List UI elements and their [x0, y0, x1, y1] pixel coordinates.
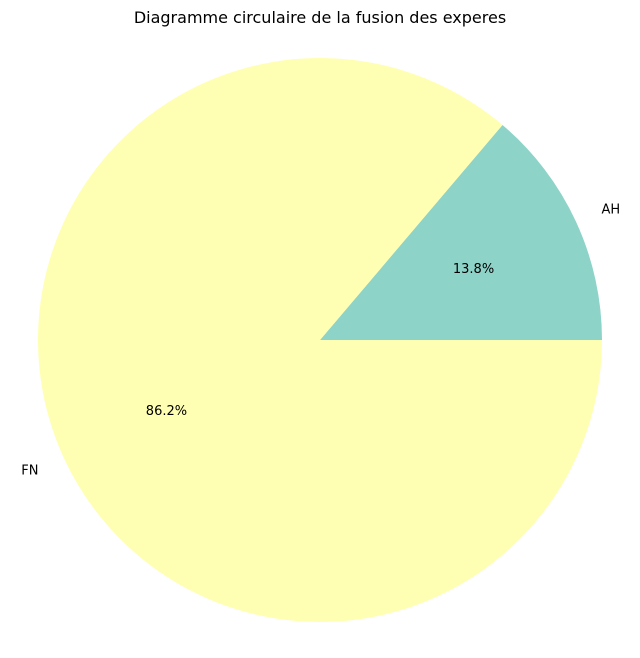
pie-slice-ah — [320, 124, 602, 340]
pie-slice-fn — [37, 58, 602, 623]
slice-label-fn: FN — [21, 463, 38, 478]
slice-percent-fn: 86.2% — [146, 404, 187, 419]
pie-labels: AH 13.8% FN 86.2% — [21, 203, 620, 479]
slice-label-ah: AH — [602, 203, 621, 218]
chart-title: Diagramme circulaire de la fusion des ex… — [134, 8, 506, 27]
pie-slices — [37, 58, 602, 623]
slice-percent-ah: 13.8% — [453, 262, 494, 277]
